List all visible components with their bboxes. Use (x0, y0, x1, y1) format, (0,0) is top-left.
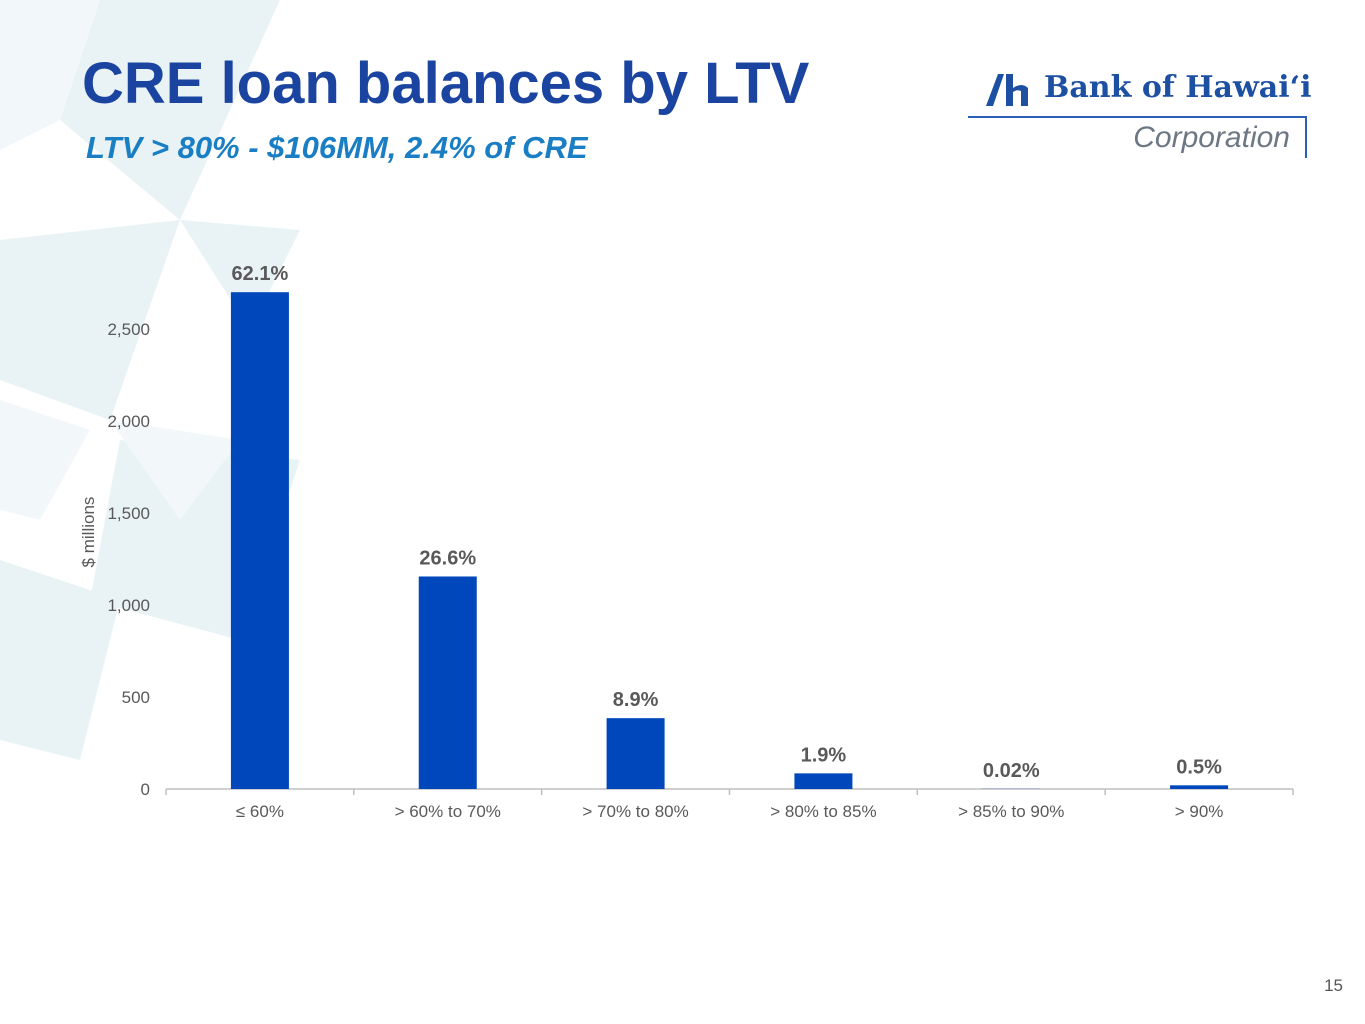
page-number: 15 (1324, 976, 1343, 995)
page-subtitle: LTV > 80% - $106MM, 2.4% of CRE (86, 130, 588, 165)
x-tick-label: > 90% (1175, 802, 1224, 821)
y-tick-label: 2,500 (107, 320, 150, 339)
bar-data-label: 62.1% (232, 263, 289, 285)
x-tick-label: > 80% to 85% (770, 802, 876, 821)
bank-logo: Bank of Hawaiʻi Corporation (968, 64, 1312, 160)
y-tick-label: 500 (122, 688, 150, 707)
logo-rule-vertical (1305, 116, 1307, 158)
bank-logo-mark-icon (986, 74, 1028, 106)
bank-logo-subtitle: Corporation (1133, 121, 1290, 154)
bar-data-label: 1.9% (801, 744, 847, 766)
page-title: CRE loan balances by LTV (82, 51, 810, 116)
bar (1170, 785, 1229, 789)
bar (606, 718, 665, 789)
x-tick-label: ≤ 60% (236, 802, 284, 821)
bar-data-label: 0.02% (983, 760, 1040, 782)
y-tick-label: 1,000 (107, 596, 150, 615)
bar (418, 576, 477, 789)
x-tick-label: > 70% to 80% (582, 802, 688, 821)
x-tick-label: > 60% to 70% (395, 802, 501, 821)
y-tick-label: 2,000 (107, 412, 150, 431)
y-axis-label: $ millions (79, 497, 98, 568)
bar-data-label: 8.9% (613, 689, 659, 711)
bar (230, 292, 289, 789)
bar-data-label: 0.5% (1176, 756, 1222, 778)
logo-rule (968, 116, 1306, 118)
y-tick-label: 0 (141, 780, 150, 799)
x-tick-label: > 85% to 90% (958, 802, 1064, 821)
bank-logo-name: Bank of Hawaiʻi (1044, 70, 1312, 105)
bar (794, 773, 853, 789)
y-tick-label: 1,500 (107, 504, 150, 523)
bar-data-label: 26.6% (419, 547, 476, 569)
